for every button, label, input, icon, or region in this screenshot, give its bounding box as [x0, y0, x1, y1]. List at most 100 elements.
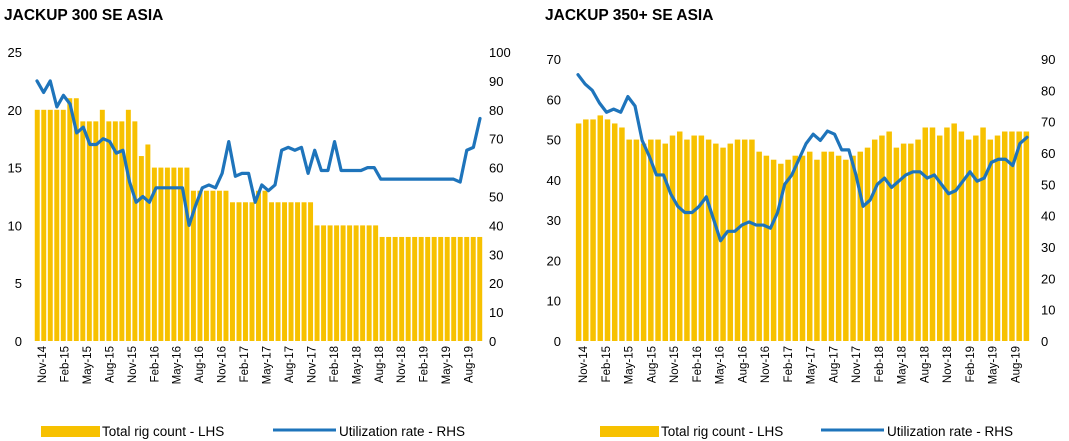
rig-count-bar	[275, 202, 281, 341]
x-axis-tick-label: Aug-15	[646, 346, 658, 383]
x-axis-tick-label: Aug-16	[194, 346, 206, 383]
left-axis-tick-label: 20	[8, 103, 22, 118]
x-axis-tick-label: Feb-17	[783, 346, 795, 382]
rig-count-bar	[177, 167, 183, 341]
rig-count-bar	[741, 139, 748, 341]
rig-count-bar	[373, 225, 379, 341]
rig-count-bar	[994, 135, 1001, 341]
rig-count-bar	[119, 121, 125, 341]
right-axis-tick-label: 80	[489, 103, 503, 118]
rig-count-bar	[1009, 131, 1015, 341]
rig-count-bar	[886, 131, 892, 341]
rig-count-bar	[648, 139, 654, 341]
right-axis-tick-label: 70	[1041, 115, 1055, 130]
rig-count-bar	[835, 155, 842, 341]
rig-count-bar	[980, 127, 986, 342]
rig-count-bar	[857, 151, 864, 341]
rig-count-bar	[756, 151, 762, 341]
chart-left-title: JACKUP 300 SE ASIA	[4, 7, 163, 24]
rig-count-bar	[269, 202, 274, 341]
rig-count-bar	[821, 151, 827, 341]
rig-count-bar	[360, 225, 366, 341]
rig-count-bar	[464, 236, 470, 341]
x-axis-tick-label: May-19	[988, 346, 1000, 384]
left-axis-tick-label: 60	[547, 92, 561, 107]
rig-count-bar	[34, 109, 40, 341]
rig-count-bar	[850, 155, 856, 341]
rig-count-bar	[444, 236, 450, 341]
rig-count-bar	[864, 147, 871, 341]
chart-left-bars	[34, 98, 483, 342]
left-axis-tick-label: 10	[547, 294, 561, 309]
rig-count-bar	[399, 236, 405, 341]
rig-count-bar	[236, 202, 242, 341]
rig-count-bar	[908, 143, 914, 341]
rig-count-bar	[929, 127, 936, 342]
chart-left-left-axis: 0 5 10 15 20 25	[8, 45, 22, 349]
rig-count-bar	[1016, 131, 1022, 341]
chart-right-title: JACKUP 350+ SE ASIA	[545, 7, 713, 24]
rig-count-bar	[386, 236, 392, 341]
x-axis-tick-label: Aug-16	[737, 346, 749, 383]
utilization-line	[35, 79, 482, 227]
x-axis-tick-label: Aug-18	[374, 346, 386, 383]
rig-count-bar	[308, 202, 314, 341]
chart-left-right-axis: 0 10 20 30 40 50 60 70 80 90 100	[489, 45, 511, 349]
rig-count-bar	[828, 151, 835, 341]
x-axis-tick-label: Aug-19	[464, 346, 476, 383]
rig-count-bar	[184, 167, 190, 341]
rig-count-bar	[262, 190, 268, 341]
x-axis-tick-label: May-19	[441, 346, 453, 384]
rig-count-bar	[770, 159, 777, 341]
rig-count-bar	[936, 135, 943, 341]
legend-line-label: Utilization rate - RHS	[887, 424, 1013, 439]
rig-count-bar	[915, 139, 921, 341]
rig-count-bar	[477, 236, 483, 341]
rig-count-bar	[353, 225, 359, 341]
rig-count-bar	[785, 159, 791, 341]
x-axis-tick-label: Feb-19	[419, 346, 431, 382]
right-axis-tick-label: 80	[1041, 83, 1055, 98]
chart-left-x-axis: Nov-14 Feb-15 May-15 Aug-15 Nov-15 Feb-16 May-…	[37, 345, 476, 384]
left-axis-tick-label: 5	[15, 276, 22, 291]
chart-right-bars	[575, 115, 1030, 342]
x-axis-tick-label: Aug-18	[919, 346, 931, 383]
rig-count-bar	[763, 155, 770, 341]
right-axis-tick-label: 0	[1041, 334, 1048, 349]
rig-count-bar	[792, 155, 799, 341]
rig-count-bar	[340, 225, 346, 341]
rig-count-bar	[1023, 131, 1030, 341]
rig-count-bar	[145, 144, 151, 341]
rig-count-bar	[418, 236, 424, 341]
chart-right-left-axis: 0 10 20 30 40 50 60 70	[547, 52, 561, 349]
x-axis-tick-label: Nov-14	[37, 345, 49, 383]
x-axis-tick-label: Nov-15	[127, 346, 139, 383]
x-axis-tick-label: Aug-17	[828, 346, 840, 383]
rig-count-bar	[676, 131, 683, 341]
left-axis-tick-label: 20	[547, 253, 561, 268]
x-axis-tick-label: Feb-16	[692, 346, 704, 382]
rig-count-bar	[778, 163, 784, 341]
rig-count-bar	[249, 202, 255, 341]
rig-count-bar	[243, 202, 248, 341]
right-axis-tick-label: 20	[1041, 271, 1055, 286]
rig-count-bar	[314, 225, 320, 341]
rig-count-bar	[106, 121, 112, 341]
chart-right-right-axis: 0 10 20 30 40 50 60 70 80 90	[1041, 52, 1055, 349]
rig-count-bar	[80, 121, 86, 341]
rig-count-bar	[713, 143, 719, 341]
chart-right-x-axis: Nov-14 Feb-15 May-15 Aug-15 Nov-15 Feb-16 May-…	[578, 345, 1022, 384]
rig-count-bar	[698, 135, 705, 341]
x-axis-tick-label: May-16	[172, 346, 184, 384]
rig-count-bar	[640, 143, 647, 341]
rig-count-bar	[282, 202, 288, 341]
x-axis-tick-label: Aug-15	[104, 346, 116, 383]
rig-count-bar	[288, 202, 294, 341]
x-axis-tick-label: Nov-17	[306, 346, 318, 383]
rig-count-bar	[720, 147, 726, 341]
x-axis-tick-label: May-18	[897, 346, 909, 384]
rig-count-bar	[412, 236, 418, 341]
right-axis-tick-label: 60	[1041, 146, 1055, 161]
rig-count-bar	[655, 139, 661, 341]
